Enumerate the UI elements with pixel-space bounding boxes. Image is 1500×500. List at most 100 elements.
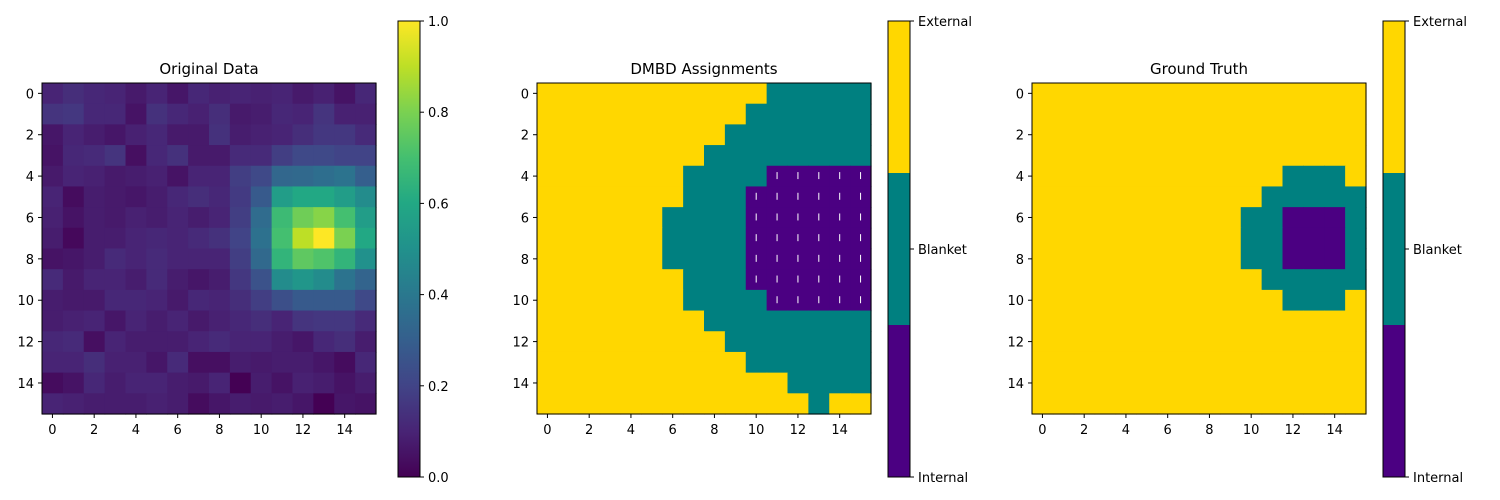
x-tick-label: 14 [831,423,848,438]
heatmap-cell [1345,393,1367,415]
heatmap-cell [188,331,210,353]
heatmap-cell [1303,124,1325,146]
x-tick-label: 4 [627,423,635,438]
heatmap-cell [1115,351,1137,374]
heatmap-cell [724,310,747,332]
heatmap-cell [1032,331,1054,353]
heatmap-cell [641,103,663,125]
heatmap-cell [1157,269,1179,291]
heatmap-cell [42,186,64,208]
heatmap-cell [1157,145,1179,167]
x-tick-label: 4 [132,423,140,438]
heatmap-cell [787,351,809,374]
heatmap-cell [1178,207,1200,229]
heatmap-cell [557,331,580,353]
heatmap-cell [271,372,294,394]
heatmap-cell [229,289,252,312]
heatmap-cell [641,331,663,353]
heatmap-cell [1199,124,1221,146]
heatmap-cell [104,124,127,146]
heatmap-cell [1032,248,1054,270]
heatmap-cell [355,227,377,250]
heatmap-cell [1094,351,1117,374]
heatmap-cell [1157,310,1179,332]
heatmap-cell [271,227,294,250]
heatmap-cell [104,393,127,415]
heatmap-cell [1094,103,1117,125]
heatmap-cell [1324,186,1346,208]
heatmap-cell [537,186,559,208]
heatmap-cell [1345,83,1367,105]
heatmap-cell [620,372,642,394]
heatmap-cell [1324,269,1346,291]
heatmap-cell [683,269,705,291]
heatmap-cell [1219,186,1242,208]
plot-frame [536,82,872,415]
heatmap-cell [1345,331,1367,353]
heatmap-cell [313,289,335,312]
heatmap-cell [745,145,768,167]
heatmap-cell [83,207,106,229]
heatmap-cell [1115,124,1137,146]
heatmap-cell [355,103,377,125]
heatmap-cell [1094,186,1117,208]
heatmap-cell [1115,310,1137,332]
heatmap-cell [229,351,252,374]
heatmap-cell [209,186,231,208]
heatmap-cell [850,103,872,125]
heatmap-cell [1115,248,1137,270]
heatmap-cell [1282,331,1304,353]
heatmap-cell [808,393,830,415]
heatmap-cell [557,310,580,332]
heatmap-cell [355,83,377,105]
plot-frame [1031,82,1367,415]
heatmap-cell [229,269,252,291]
heatmap-cell [1157,103,1179,125]
heatmap-cell [1178,248,1200,270]
heatmap-cell [209,393,231,415]
heatmap-cell [1345,269,1367,291]
heatmap-cell [1178,165,1200,188]
heatmap-cell [42,269,64,291]
heatmap-cell [808,103,830,125]
heatmap-cell [334,269,356,291]
heatmap-cell [724,124,747,146]
heatmap-cell [599,145,622,167]
heatmap-cell [829,331,851,353]
heatmap-cell [1324,310,1346,332]
heatmap-cell [578,351,601,374]
heatmap-cell [1032,165,1054,188]
heatmap-cell [42,124,64,146]
heatmap-cell [104,83,127,105]
heatmap-cell [1094,83,1117,105]
heatmap-cell [1282,83,1304,105]
heatmap-cell [167,83,189,105]
heatmap-cell [829,145,851,167]
heatmap-cell [250,289,273,312]
heatmap-cell [1115,289,1137,312]
heatmap-cell [334,372,356,394]
heatmap-cell [83,103,106,125]
heatmap-cell [313,207,335,229]
heatmap-cell [724,351,747,374]
heatmap-cell [229,83,252,105]
heatmap-cell [1303,289,1325,312]
x-tick-label: 0 [48,423,56,438]
heatmap-cell [42,103,64,125]
heatmap-cell [1261,331,1284,353]
heatmap-cell [334,145,356,167]
heatmap-cell [641,289,663,312]
heatmap-cell [1032,124,1054,146]
y-tick-label: 4 [26,170,34,185]
heatmap-cell [1240,351,1263,374]
heatmap-cell [1282,145,1304,167]
heatmap-cell [599,269,622,291]
heatmap-cell [641,186,663,208]
heatmap-cell [557,393,580,415]
heatmap-cell [578,372,601,394]
heatmap-cell [167,186,189,208]
heatmap-cell [271,83,294,105]
heatmap-cell [662,310,684,332]
heatmap-cell [1073,331,1096,353]
x-tick-label: 2 [90,423,98,438]
